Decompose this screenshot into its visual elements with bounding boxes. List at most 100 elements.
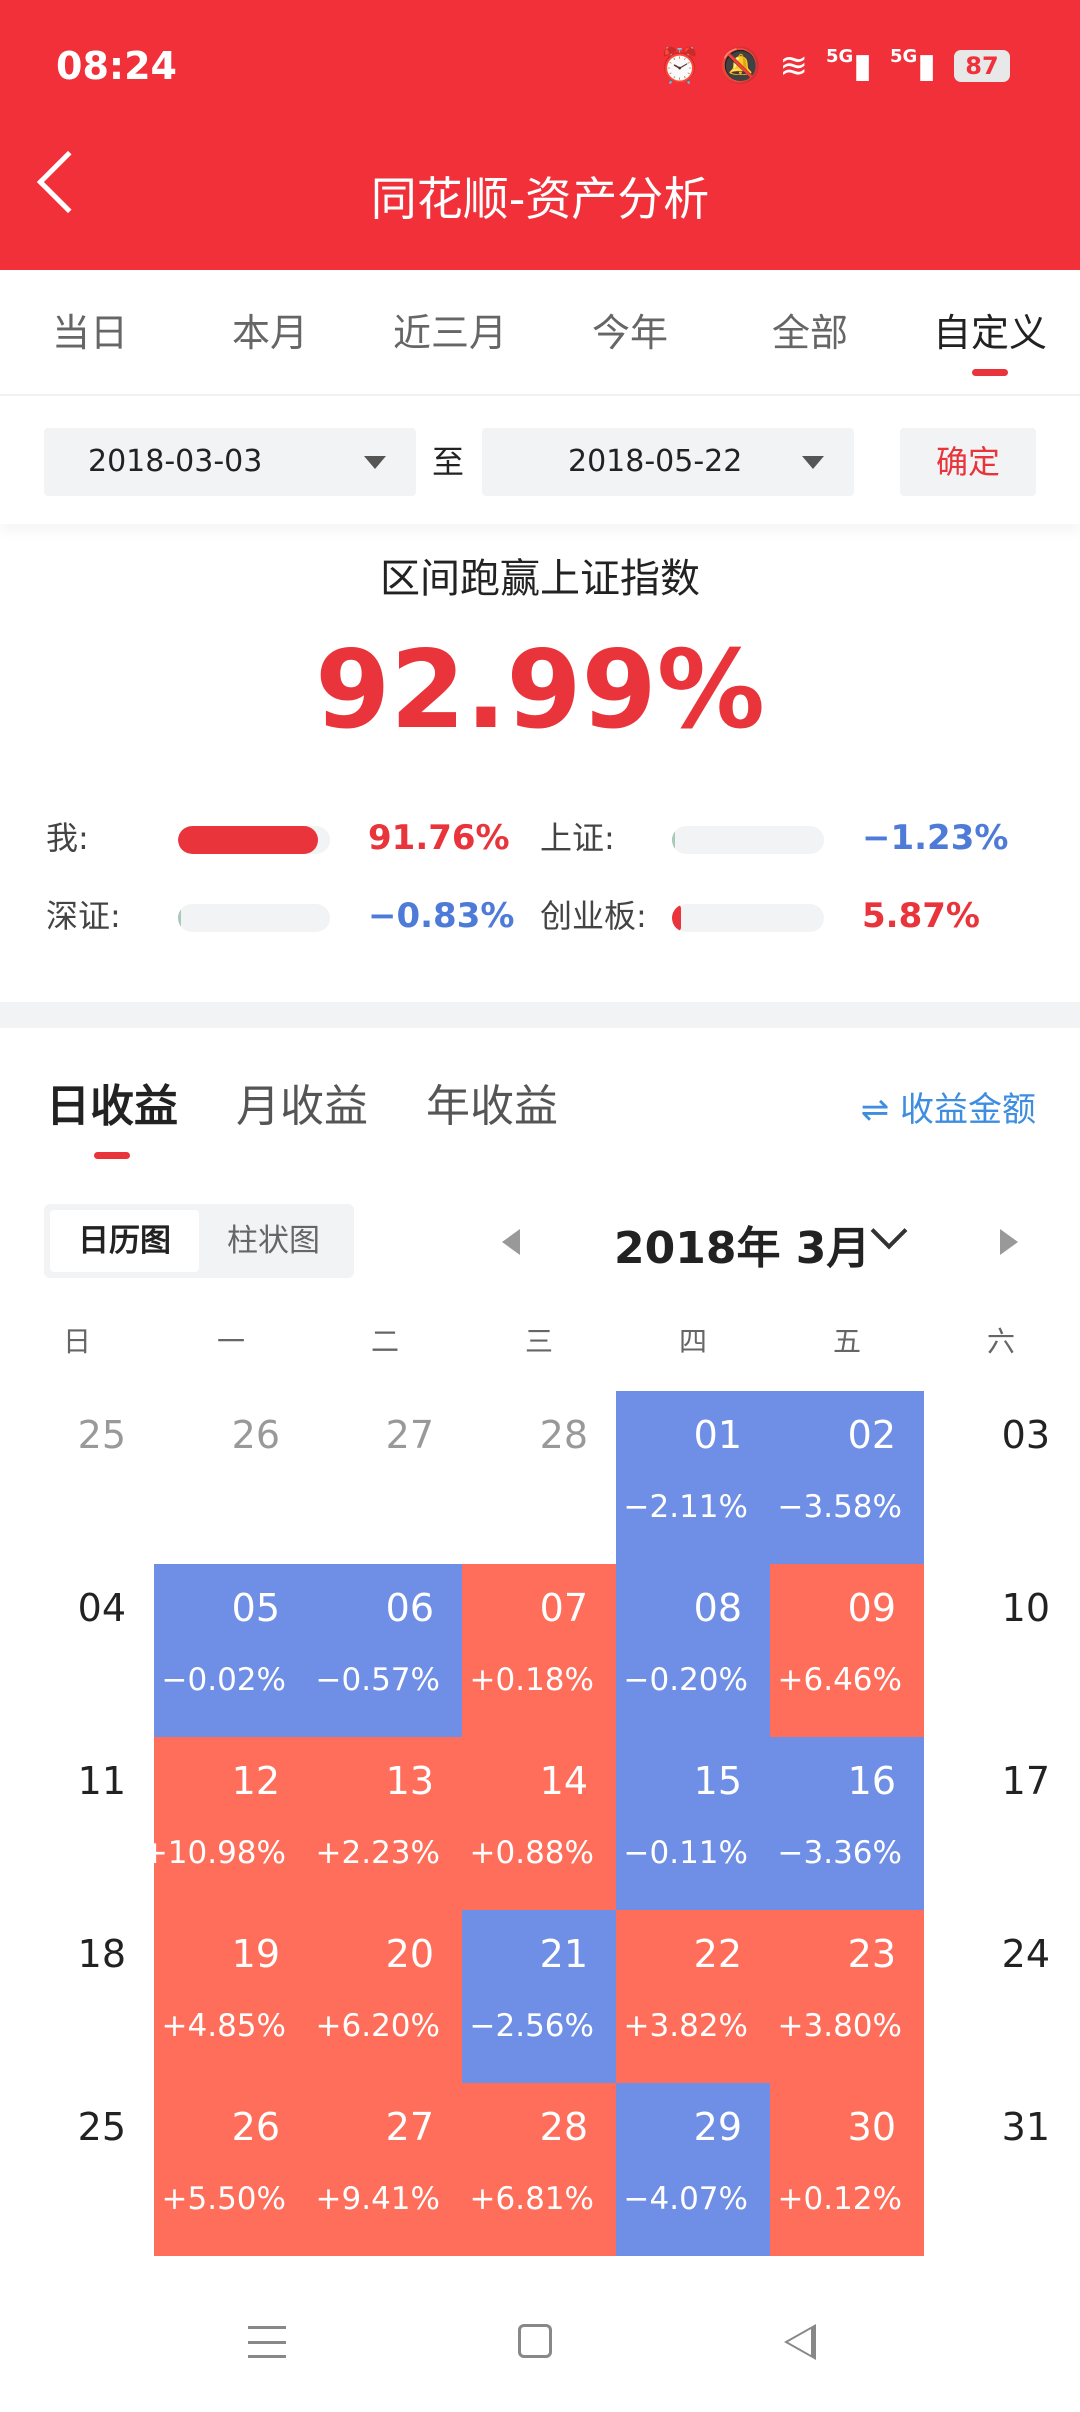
next-month-icon[interactable] <box>1000 1229 1018 1255</box>
calendar-day-cell[interactable]: 24 <box>924 1910 1078 2083</box>
comparison-bar-fill <box>178 904 181 932</box>
comparison-label: 我: <box>46 819 89 857</box>
day-number: 09 <box>847 1586 896 1630</box>
day-number: 15 <box>693 1759 742 1803</box>
battery-icon: 87 <box>954 50 1010 82</box>
calendar-day-cell[interactable]: 27 +9.41% <box>308 2083 462 2256</box>
weekday-label: 五 <box>832 1325 861 1358</box>
amount-toggle-button[interactable]: ⇌ 收益金额 <box>860 1090 1036 1130</box>
calendar-day-cell[interactable]: 02 −3.58% <box>770 1391 924 1564</box>
confirm-button[interactable]: 确定 <box>900 428 1036 496</box>
weekday-label: 三 <box>524 1325 553 1358</box>
calendar-day-cell[interactable]: 03 <box>924 1391 1078 1564</box>
calendar-day-cell[interactable]: 25 <box>0 1391 154 1564</box>
comparison-chinext: 创业板: 5.87% <box>540 896 1040 936</box>
day-return: −0.02% <box>161 1662 286 1698</box>
calendar-day-cell[interactable]: 19 +4.85% <box>154 1910 308 2083</box>
calendar-day-cell[interactable]: 13 +2.23% <box>308 1737 462 1910</box>
calendar-day-cell[interactable]: 25 <box>0 2083 154 2256</box>
comparison-bar <box>672 826 824 854</box>
tab-custom[interactable]: 自定义 <box>900 270 1080 394</box>
day-number: 29 <box>693 2105 742 2149</box>
day-number: 02 <box>847 1413 896 1457</box>
tab-yearly-earnings[interactable]: 年收益 <box>426 1081 558 1132</box>
calendar-day-cell[interactable]: 14 +0.88% <box>462 1737 616 1910</box>
tab-today[interactable]: 当日 <box>51 311 128 355</box>
calendar-day-cell[interactable]: 06 −0.57% <box>308 1564 462 1737</box>
comparison-value: −0.83% <box>368 896 515 936</box>
comparison-value: 5.87% <box>862 896 980 936</box>
calendar-day-cell[interactable]: 20 +6.20% <box>308 1910 462 2083</box>
day-return: −0.57% <box>315 1662 440 1698</box>
tab-this-year[interactable]: 今年 <box>591 311 668 355</box>
calendar-day-cell[interactable]: 10 <box>924 1564 1078 1737</box>
start-date-select[interactable]: 2018-03-03 <box>44 428 416 496</box>
end-date-select[interactable]: 2018-05-22 <box>482 428 854 496</box>
calendar-day-cell[interactable]: 16 −3.36% <box>770 1737 924 1910</box>
calendar-day-cell[interactable]: 27 <box>308 1391 462 1564</box>
tab-monthly-earnings[interactable]: 月收益 <box>236 1081 368 1132</box>
calendar-day-cell[interactable]: 04 <box>0 1564 154 1737</box>
comparison-shanghai: 上证: −1.23% <box>540 818 1040 858</box>
home-icon[interactable] <box>518 2324 552 2358</box>
chevron-down-icon[interactable] <box>870 1212 908 1250</box>
tab-three-months[interactable]: 近三月 <box>392 311 507 355</box>
calendar-day-cell[interactable]: 22 +3.82% <box>616 1910 770 2083</box>
calendar-day-cell[interactable]: 01 −2.11% <box>616 1391 770 1564</box>
calendar-day-cell[interactable]: 18 <box>0 1910 154 2083</box>
calendar-day-cell[interactable]: 28 +6.81% <box>462 2083 616 2256</box>
comparison-value: 91.76% <box>368 818 510 858</box>
back-icon[interactable] <box>784 2324 816 2360</box>
calendar-day-cell[interactable]: 26 +5.50% <box>154 2083 308 2256</box>
calendar-day-cell[interactable]: 23 +3.80% <box>770 1910 924 2083</box>
caret-down-icon <box>802 456 824 469</box>
day-number: 26 <box>231 1413 280 1457</box>
day-return: +5.50% <box>161 2181 286 2217</box>
month-title[interactable]: 2018年 3月 <box>614 1223 871 1274</box>
day-return: +6.81% <box>469 2181 594 2217</box>
bar-view-button[interactable]: 柱状图 <box>227 1223 320 1259</box>
calendar-day-cell[interactable]: 21 −2.56% <box>462 1910 616 2083</box>
day-number: 17 <box>1001 1759 1050 1803</box>
tab-all[interactable]: 全部 <box>771 311 848 355</box>
calendar-day-cell[interactable]: 17 <box>924 1737 1078 1910</box>
calendar-day-cell[interactable]: 26 <box>154 1391 308 1564</box>
weekday-label: 六 <box>986 1325 1015 1358</box>
calendar-day-cell[interactable]: 08 −0.20% <box>616 1564 770 1737</box>
summary-value: 92.99% <box>315 628 765 753</box>
day-return: −0.11% <box>623 1835 748 1871</box>
calendar-day-cell[interactable]: 09 +6.46% <box>770 1564 924 1737</box>
calendar-day-cell[interactable]: 29 −4.07% <box>616 2083 770 2256</box>
calendar-day-cell[interactable]: 15 −0.11% <box>616 1737 770 1910</box>
calendar-day-cell[interactable]: 07 +0.18% <box>462 1564 616 1737</box>
calendar-view-button[interactable]: 日历图 <box>50 1210 199 1272</box>
day-number: 19 <box>231 1932 280 1976</box>
calendar-day-cell[interactable]: 12 +10.98% <box>142 1737 308 1910</box>
prev-month-icon[interactable] <box>502 1229 520 1255</box>
wifi-icon: ≋ <box>779 46 808 86</box>
calendar-day-cell[interactable]: 28 <box>462 1391 616 1564</box>
tab-this-month[interactable]: 本月 <box>231 311 308 355</box>
tab-daily-earnings[interactable]: 日收益 <box>46 1070 178 1159</box>
day-number: 07 <box>539 1586 588 1630</box>
day-number: 04 <box>77 1586 126 1630</box>
comparison-bar-fill <box>178 826 318 854</box>
comparison-bar-fill <box>672 826 675 854</box>
view-toggle: 日历图 柱状图 <box>44 1204 354 1278</box>
comparison-bar <box>178 904 330 932</box>
comparison-bar-fill <box>672 904 681 932</box>
day-return: −3.36% <box>777 1835 902 1871</box>
day-number: 27 <box>385 2105 434 2149</box>
calendar-day-cell[interactable]: 05 −0.02% <box>154 1564 308 1737</box>
calendar-day-cell[interactable]: 30 +0.12% <box>770 2083 924 2256</box>
day-number: 03 <box>1001 1413 1050 1457</box>
comparison-shenzhen: 深证: −0.83% <box>46 896 514 936</box>
earnings-tabs: 日收益 月收益 年收益 <box>46 1070 558 1159</box>
calendar-day-cell[interactable]: 31 <box>924 2083 1078 2256</box>
menu-icon[interactable] <box>248 2326 286 2358</box>
calendar-day-cell[interactable]: 11 <box>0 1737 154 1910</box>
day-return: +3.80% <box>777 2008 902 2044</box>
day-number: 06 <box>385 1586 434 1630</box>
day-number: 18 <box>77 1932 126 1976</box>
day-return: +4.85% <box>161 2008 286 2044</box>
